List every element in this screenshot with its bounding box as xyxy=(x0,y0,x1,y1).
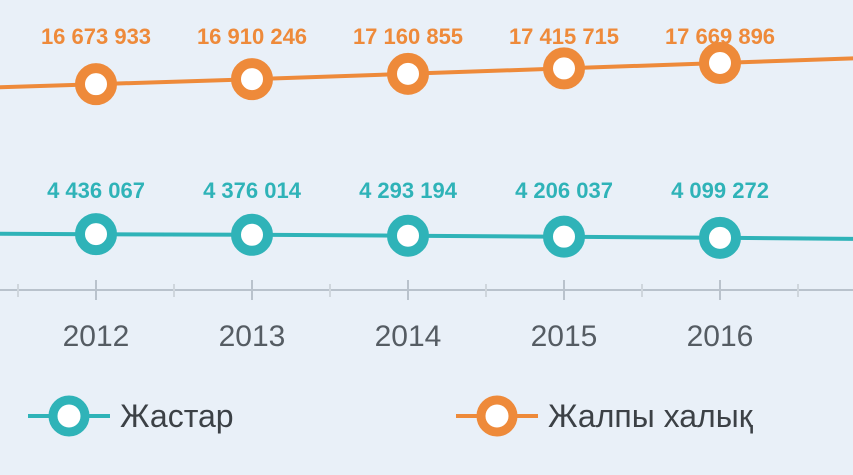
youth-data-label: 4 436 067 xyxy=(47,178,145,203)
legend-label: Жастар xyxy=(120,398,234,434)
total-population-point xyxy=(543,47,585,90)
x-tick-label: 2015 xyxy=(531,320,598,353)
legend-label: Жалпы халық xyxy=(548,398,754,434)
total-population-data-label: 16 910 246 xyxy=(197,24,307,49)
total-population-point xyxy=(231,58,273,101)
youth-point xyxy=(543,215,585,258)
youth-data-label: 4 099 272 xyxy=(671,178,769,203)
total-population-point xyxy=(699,42,741,85)
youth-data-label: 4 376 014 xyxy=(203,178,302,203)
youth-point xyxy=(699,216,741,259)
total-population-data-label: 17 415 715 xyxy=(509,24,619,49)
total-population-data-label: 17 160 855 xyxy=(353,24,463,49)
legend-swatch-marker xyxy=(48,395,90,437)
x-tick-label: 2014 xyxy=(375,320,442,353)
x-tick-label: 2013 xyxy=(219,320,286,353)
legend-swatch-marker xyxy=(476,395,518,437)
x-tick-label: 2012 xyxy=(63,320,130,353)
youth-point xyxy=(387,214,429,257)
total-population-data-label: 16 673 933 xyxy=(41,24,151,49)
total-population-point xyxy=(387,52,429,95)
youth-point xyxy=(231,213,273,256)
youth-point xyxy=(75,213,117,256)
x-tick-label: 2016 xyxy=(687,320,754,353)
total-population-data-label: 17 669 896 xyxy=(665,24,775,49)
youth-data-label: 4 206 037 xyxy=(515,178,613,203)
youth-data-label: 4 293 194 xyxy=(359,178,458,203)
total-population-point xyxy=(75,63,117,106)
